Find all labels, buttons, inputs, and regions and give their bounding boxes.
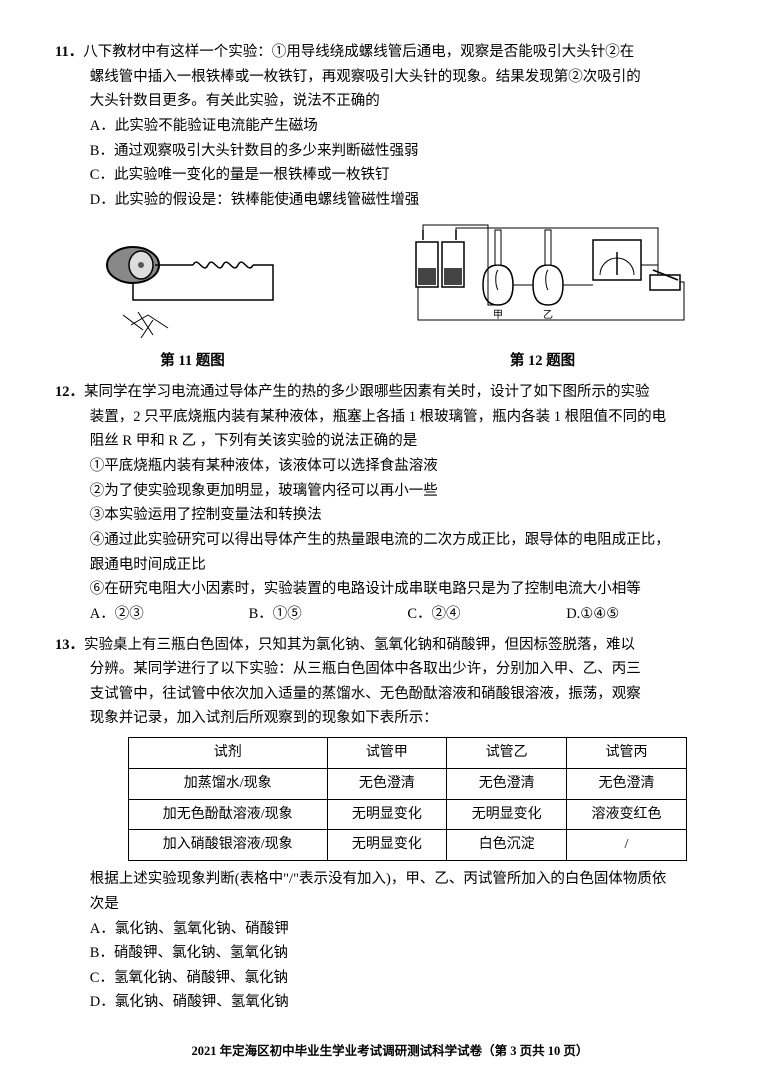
q13-after-line2: 次是: [90, 892, 725, 917]
cell: /: [567, 830, 687, 861]
q11-option-c: C．此实验唯一变化的量是一根铁棒或一枚铁钉: [90, 163, 725, 188]
question-11: 11．八下教材中有这样一个实验：①用导线绕成螺线管后通电，观察是否能吸引大头针②…: [55, 40, 725, 212]
svg-text:甲: 甲: [493, 310, 503, 321]
q12-s1: ①平底烧瓶内装有某种液体，该液体可以选择食盐溶液: [90, 454, 725, 479]
figure-12-caption: 第 12 题图: [510, 349, 575, 374]
page-footer: 2021 年定海区初中毕业生学业考试调研测试科学试卷（第 3 页共 10 页）: [55, 1041, 725, 1062]
q13-option-a: A．氯化钠、氢氧化钠、硝酸钾: [90, 917, 725, 942]
figure-12-box: 甲 乙 第 12 题图: [398, 220, 688, 374]
th-tube-c: 试管丙: [567, 738, 687, 769]
figure-12-image: 甲 乙: [398, 220, 688, 345]
q13-option-d: D．氯化钠、硝酸钾、氢氧化钠: [90, 990, 725, 1015]
cell: 白色沉淀: [447, 830, 567, 861]
q13-stem-line1: 实验桌上有三瓶白色固体，只知其为氯化钠、氢氧化钠和硝酸钾，但因标签脱落，难以: [84, 637, 635, 653]
q12-statements: ①平底烧瓶内装有某种液体，该液体可以选择食盐溶液 ②为了使实验现象更加明显，玻璃…: [55, 454, 725, 602]
cell: 无色澄清: [327, 768, 447, 799]
q13-table: 试剂 试管甲 试管乙 试管丙 加蒸馏水/现象 无色澄清 无色澄清 无色澄清 加无…: [128, 737, 687, 861]
th-tube-b: 试管乙: [447, 738, 567, 769]
q12-s2: ②为了使实验现象更加明显，玻璃管内径可以再小一些: [90, 479, 725, 504]
cell: 无明显变化: [447, 799, 567, 830]
q12-number: 12．: [55, 384, 84, 400]
q13-after-line1: 根据上述实验现象判断(表格中"/"表示没有加入)，甲、乙、丙试管所加入的白色固体…: [90, 867, 725, 892]
q12-options: A．②③ B．①⑤ C．②④ D.①④⑤: [55, 602, 725, 627]
q11-stem-line3: 大头针数目更多。有关此实验，说法不正确的: [55, 89, 725, 114]
q13-option-c: C．氢氧化钠、硝酸钾、氯化钠: [90, 966, 725, 991]
th-reagent: 试剂: [128, 738, 327, 769]
q12-stem-line1: 某同学在学习电流通过导体产生的热的多少跟哪些因素有关时，设计了如下图所示的实验: [84, 384, 650, 400]
q11-option-d: D．此实验的假设是：铁棒能使通电螺线管磁性增强: [90, 188, 725, 213]
cell: 无色澄清: [567, 768, 687, 799]
q13-options: A．氯化钠、氢氧化钠、硝酸钾 B．硝酸钾、氯化钠、氢氧化钠 C．氢氧化钠、硝酸钾…: [55, 917, 725, 1016]
cell: 加无色酚酞溶液/现象: [128, 799, 327, 830]
q12-s4b: 跟通电时间成正比: [90, 553, 725, 578]
q12-option-d: D.①④⑤: [566, 602, 725, 627]
figure-11-caption: 第 11 题图: [160, 349, 224, 374]
q13-stem-line4: 现象并记录，加入试剂后所观察到的现象如下表所示：: [55, 706, 725, 731]
q12-s5: ⑥在研究电阻大小因素时，实验装置的电路设计成串联电路只是为了控制电流大小相等: [90, 577, 725, 602]
cell: 无明显变化: [327, 799, 447, 830]
q13-stem-line2: 分辨。某同学进行了以下实验：从三瓶白色固体中各取出少许，分别加入甲、乙、丙三: [55, 657, 725, 682]
q13-stem-line3: 支试管中，往试管中依次加入适量的蒸馏水、无色酚酞溶液和硝酸银溶液，振荡，观察: [55, 682, 725, 707]
q12-option-b: B．①⑤: [249, 602, 408, 627]
svg-text:乙: 乙: [543, 309, 553, 321]
q11-stem: 11．八下教材中有这样一个实验：①用导线绕成螺线管后通电，观察是否能吸引大头针②…: [55, 40, 725, 114]
q11-stem-line2: 螺线管中插入一根铁棒或一枚铁钉，再观察吸引大头针的现象。结果发现第②次吸引的: [55, 65, 725, 90]
th-tube-a: 试管甲: [327, 738, 447, 769]
cell: 无色澄清: [447, 768, 567, 799]
figure-11-box: 第 11 题图: [93, 220, 293, 374]
q11-option-a: A．此实验不能验证电流能产生磁场: [90, 114, 725, 139]
figure-row: 第 11 题图 甲 乙 第 12 题图: [55, 220, 725, 374]
q13-after: 根据上述实验现象判断(表格中"/"表示没有加入)，甲、乙、丙试管所加入的白色固体…: [55, 867, 725, 916]
table-row: 加蒸馏水/现象 无色澄清 无色澄清 无色澄清: [128, 768, 686, 799]
figure-11-image: [93, 220, 293, 345]
cell: 溶液变红色: [567, 799, 687, 830]
table-row: 加无色酚酞溶液/现象 无明显变化 无明显变化 溶液变红色: [128, 799, 686, 830]
q11-option-b: B．通过观察吸引大头针数目的多少来判断磁性强弱: [90, 139, 725, 164]
table-row: 加入硝酸银溶液/现象 无明显变化 白色沉淀 /: [128, 830, 686, 861]
q13-table-wrap: 试剂 试管甲 试管乙 试管丙 加蒸馏水/现象 无色澄清 无色澄清 无色澄清 加无…: [55, 737, 725, 861]
q12-stem-line3: 阻丝 R 甲和 R 乙 ，下列有关该实验的说法正确的是: [55, 429, 725, 454]
q11-stem-line1: 八下教材中有这样一个实验：①用导线绕成螺线管后通电，观察是否能吸引大头针②在: [83, 44, 634, 60]
question-13: 13．实验桌上有三瓶白色固体，只知其为氯化钠、氢氧化钠和硝酸钾，但因标签脱落，难…: [55, 633, 725, 1016]
q12-option-c: C．②④: [407, 602, 566, 627]
q13-option-b: B．硝酸钾、氯化钠、氢氧化钠: [90, 941, 725, 966]
q12-s4: ④通过此实验研究可以得出导体产生的热量跟电流的二次方成正比，跟导体的电阻成正比，: [90, 528, 725, 553]
q11-number: 11．: [55, 44, 83, 60]
cell: 无明显变化: [327, 830, 447, 861]
question-12: 12．某同学在学习电流通过导体产生的热的多少跟哪些因素有关时，设计了如下图所示的…: [55, 380, 725, 626]
q12-stem: 12．某同学在学习电流通过导体产生的热的多少跟哪些因素有关时，设计了如下图所示的…: [55, 380, 725, 454]
q12-option-a: A．②③: [90, 602, 249, 627]
table-header-row: 试剂 试管甲 试管乙 试管丙: [128, 738, 686, 769]
q13-stem: 13．实验桌上有三瓶白色固体，只知其为氯化钠、氢氧化钠和硝酸钾，但因标签脱落，难…: [55, 633, 725, 732]
q13-number: 13．: [55, 637, 84, 653]
q12-stem-line2: 装置，2 只平底烧瓶内装有某种液体，瓶塞上各插 1 根玻璃管，瓶内各装 1 根阻…: [55, 405, 725, 430]
cell: 加蒸馏水/现象: [128, 768, 327, 799]
q12-s3: ③本实验运用了控制变量法和转换法: [90, 503, 725, 528]
cell: 加入硝酸银溶液/现象: [128, 830, 327, 861]
q11-options: A．此实验不能验证电流能产生磁场 B．通过观察吸引大头针数目的多少来判断磁性强弱…: [55, 114, 725, 213]
